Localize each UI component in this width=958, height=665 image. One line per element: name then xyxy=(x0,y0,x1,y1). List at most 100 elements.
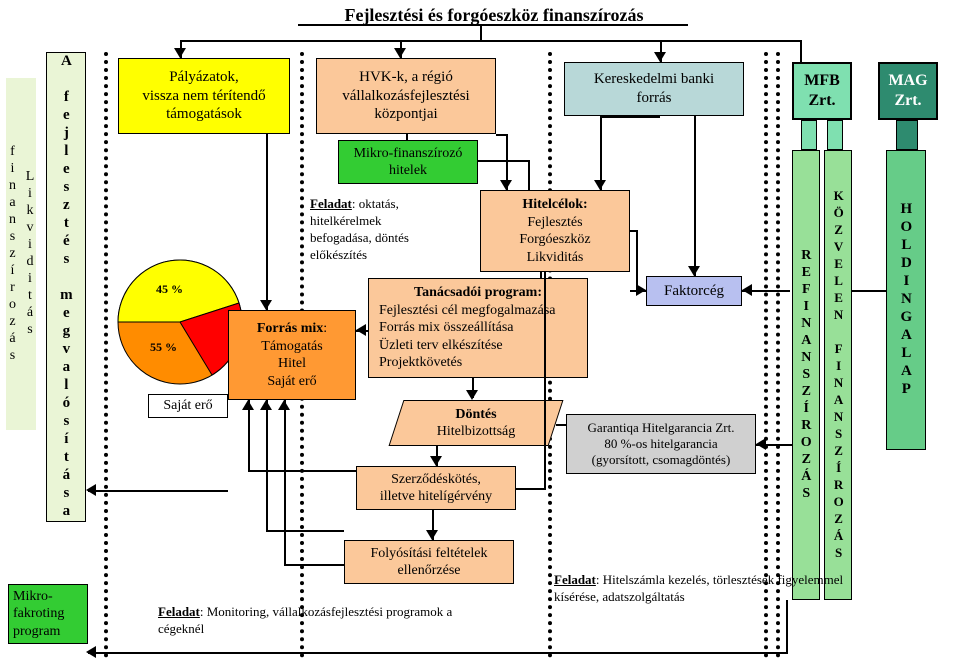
hvk-l2: vállalkozásfejlesztési xyxy=(342,87,469,106)
tanacsadoi-box: Tanácsadói program: Fejlesztési cél megf… xyxy=(368,278,588,378)
pie-55: 55 % xyxy=(150,340,177,355)
forrasmix-box: Forrás mix: Támogatás Hitel Saját erő xyxy=(228,310,356,400)
szerz-loop-h1 xyxy=(516,488,546,490)
refin-col: REFINANSZÍROZÁS xyxy=(792,150,820,600)
mfb-stem-r xyxy=(827,120,843,150)
forrasmix-l3: Saját erő xyxy=(267,373,316,391)
kozv-text: KÖZVELEN FINANSZÍROZÁS xyxy=(830,188,846,562)
arrow-to-hvk xyxy=(394,48,406,58)
arrow-to-keresk xyxy=(654,52,666,62)
likviditas-label: Likviditás finanszírozás xyxy=(6,78,36,430)
hitelcelok-title: Hitelcélok: xyxy=(522,196,587,214)
dontes-l1: Hitelbizottság xyxy=(437,423,516,441)
szerzodes-l1: Szerződéskötés, xyxy=(391,471,481,489)
tan-dontes-arrow xyxy=(466,390,478,400)
palyazatok-l2: vissza nem térítendő xyxy=(142,87,265,106)
top-hline xyxy=(180,40,800,42)
garantiqa-l2: 80 %-os hitelgarancia xyxy=(604,436,717,452)
paly-forras-v xyxy=(266,134,268,310)
forras-up1-h xyxy=(242,400,254,410)
kereskedelmi-box: Kereskedelmi banki forrás xyxy=(564,62,744,116)
refin-faktor-arrow xyxy=(742,284,752,296)
keresk-hitel-h xyxy=(600,116,660,118)
mag-box: MAG Zrt. xyxy=(878,62,938,120)
tanacsadoi-l4: Projektkövetés xyxy=(379,354,462,372)
fejlesztes-label: A fejlesztés megvalósítása xyxy=(46,52,86,522)
pie-45: 45 % xyxy=(156,282,183,297)
mikrofin-l2: hitelek xyxy=(389,162,427,180)
forras-up1 xyxy=(248,400,250,470)
garantiqa-box: Garantiqa Hitelgarancia Zrt. 80 %-os hit… xyxy=(566,414,756,474)
hitel-right-h xyxy=(630,230,638,232)
hvk-to-mikro xyxy=(406,134,408,140)
mikro-hitel-h xyxy=(478,160,528,162)
refin-text: REFINANSZÍROZÁS xyxy=(797,248,815,503)
dash4 xyxy=(764,52,768,658)
szerz-foly-arrow xyxy=(426,530,438,540)
dontes-box: Döntés Hitelbizottság xyxy=(396,400,556,446)
sajat-ero-label: Saját erő xyxy=(148,394,228,418)
tanacsadoi-l3: Üzleti terv elkészítése xyxy=(379,337,503,355)
to-fejl-line xyxy=(88,490,228,492)
h-to-szerz xyxy=(248,470,356,472)
hitelcelok-l2: Forgóeszköz xyxy=(519,231,590,249)
hvk-box: HVK-k, a régió vállalkozásfejlesztési kö… xyxy=(316,58,496,134)
bottom-long-v xyxy=(786,600,788,652)
feladat1-label: Feladat xyxy=(310,196,352,211)
faktor-down xyxy=(688,266,700,276)
faktor-v1 xyxy=(694,116,696,276)
title-underline xyxy=(298,24,688,26)
hitelcelok-l3: Likviditás xyxy=(527,249,584,267)
title-stem xyxy=(480,26,482,40)
feladat1-l2: hitelkérelmek xyxy=(310,213,381,228)
folyositasi-l2: ellenőrzése xyxy=(398,562,461,580)
holding-faktor-h xyxy=(852,290,886,292)
bottom-long-arrow xyxy=(86,646,96,658)
mag-stem xyxy=(896,120,918,150)
page-title: Fejlesztési és forgóeszköz finanszírozás xyxy=(294,4,694,26)
palyazatok-box: Pályázatok, vissza nem térítendő támogat… xyxy=(118,58,290,134)
szerzodes-box: Szerződéskötés, illetve hitelígérvény xyxy=(356,466,516,510)
mikro-text: Mikro-fakroting program xyxy=(13,588,83,641)
garantiqa-l1: Garantiqa Hitelgarancia Zrt. xyxy=(588,420,735,436)
tanacsadoi-l1: Fejlesztési cél megfogalmazása xyxy=(379,302,555,320)
szerzodes-l2: illetve hitelígérvény xyxy=(380,488,492,506)
mag-text: MAG Zrt. xyxy=(880,71,936,111)
keresk-hitel-v xyxy=(600,116,602,190)
mfb-box: MFB Zrt. xyxy=(792,62,852,120)
folyositasi-l1: Folyósítási feltételek xyxy=(370,545,487,563)
feladat3-block: Feladat: Monitoring, vállalkozásfejleszt… xyxy=(158,604,498,638)
forras-up2 xyxy=(266,400,268,530)
mikro-hitel-v xyxy=(528,160,530,190)
hitel-tan-v xyxy=(540,272,542,278)
kereskedelmi-l2: forrás xyxy=(637,89,672,108)
fejlesztes-text: A fejlesztés megvalósítása xyxy=(57,53,76,521)
sajat-ero-text: Saját erő xyxy=(163,397,212,415)
dontes-title: Döntés xyxy=(455,406,496,424)
mikrofin-box: Mikro-finanszírozó hitelek xyxy=(338,140,478,184)
forras-up3 xyxy=(284,400,286,564)
keresk-hitel-arrow xyxy=(594,180,606,190)
refin-gar-arrow xyxy=(756,438,766,450)
palyazatok-l3: támogatások xyxy=(166,105,242,124)
mikrofin-l1: Mikro-finanszírozó xyxy=(354,145,463,163)
holding-text: HOLDINGALAP xyxy=(897,201,916,399)
feladat3-text: : Monitoring, vállalkozásfejlesztési pro… xyxy=(158,604,452,636)
forrasmix-title: Forrás mix xyxy=(257,321,323,336)
forrasmix-l2: Hitel xyxy=(278,355,306,373)
arrow-to-palyazatok xyxy=(174,48,186,58)
garantiqa-l3: (gyorsított, csomagdöntés) xyxy=(592,452,731,468)
feladat1-block: Feladat: oktatás, hitelkérelmek befogadá… xyxy=(310,196,470,264)
hitelcelok-box: Hitelcélok: Fejlesztés Forgóeszköz Likvi… xyxy=(480,190,630,272)
hvk-l1: HVK-k, a régió xyxy=(359,68,453,87)
feladat2-block: Feladat: Hitelszámla kezelés, törlesztés… xyxy=(554,572,854,606)
holding-col: HOLDINGALAP xyxy=(886,150,926,450)
likviditas-text: Likviditás finanszírozás xyxy=(4,78,39,430)
feladat2-text: : Hitelszámla kezelés, törlesztések figy… xyxy=(554,572,843,604)
szerz-loop-v xyxy=(544,272,546,488)
dash5 xyxy=(776,52,780,658)
feladat1-l3: befogadása, döntés xyxy=(310,230,409,245)
dontes-szerz-arrow xyxy=(430,456,442,466)
paly-forras-arrow xyxy=(260,300,272,310)
bottom-long-line xyxy=(88,652,788,654)
